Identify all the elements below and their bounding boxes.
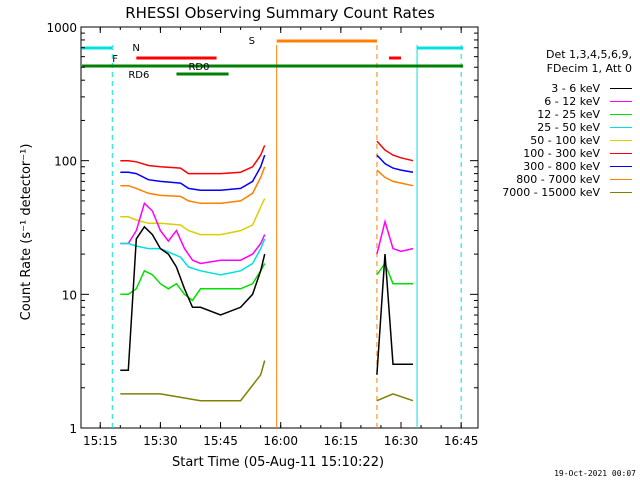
- series-line-50to100keV: [120, 198, 266, 236]
- night-flag-label: N: [132, 43, 139, 54]
- x-tick-label: 16:30: [384, 434, 419, 448]
- legend-swatch: [610, 114, 632, 115]
- y-tick-label: 10: [62, 288, 77, 302]
- series-line-12to25keV: [120, 263, 266, 302]
- legend-header-line-1: Det 1,3,4,5,6,9,: [545, 48, 632, 61]
- series-line-6to12keV: [120, 201, 266, 265]
- legend-label: 12 - 25 keV: [537, 108, 600, 121]
- y-tick-label: 1000: [46, 21, 77, 35]
- legend-label: 7000 - 15000 keV: [502, 186, 600, 199]
- rd0-flag-label: RD0: [188, 62, 209, 73]
- series-line-25to50keV: [120, 238, 266, 276]
- legend-header: Det 1,3,4,5,6,9, FDecim 1, Att 0: [500, 48, 632, 76]
- series-line-800to7000keV: [120, 166, 266, 205]
- legend-swatch: [610, 140, 632, 141]
- x-tick-label: 16:00: [263, 434, 298, 448]
- y-tick-label: 100: [54, 155, 77, 169]
- legend-swatch: [610, 166, 632, 167]
- legend-label: 25 - 50 keV: [537, 121, 600, 134]
- legend-label: 100 - 300 keV: [523, 147, 600, 160]
- footer-timestamp: 19-Oct-2021 00:07: [554, 469, 636, 478]
- legend-swatch: [610, 127, 632, 128]
- x-tick-label: 15:45: [203, 434, 238, 448]
- rd6-flag-label: RD6: [128, 70, 149, 81]
- plot-frame: [80, 26, 479, 429]
- legend-label: 300 - 800 keV: [523, 160, 600, 173]
- x-tick-label: 15:30: [143, 434, 178, 448]
- legend-swatch: [610, 88, 632, 89]
- series-line-3to6keV: [120, 225, 266, 372]
- legend-label: 3 - 6 keV: [551, 82, 600, 95]
- x-tick-label: 15:15: [83, 434, 118, 448]
- legend-swatch: [610, 101, 632, 102]
- series-line-7000to15000keV: [120, 360, 266, 402]
- series-line-6to12keV: [376, 218, 414, 255]
- legend-label: 6 - 12 keV: [544, 95, 600, 108]
- legend-swatch: [610, 192, 632, 193]
- series-line-300to800keV: [120, 154, 266, 192]
- series-line-12to25keV: [376, 261, 413, 285]
- legend-header-line-2: FDecim 1, Att 0: [546, 62, 632, 75]
- series-line-100to300keV: [120, 145, 266, 175]
- y-tick-label: 1: [69, 422, 77, 436]
- series-line-800to7000keV: [376, 169, 414, 187]
- saa-flag-label: S: [249, 36, 255, 47]
- x-axis-label: Start Time (05-Aug-11 15:10:22): [172, 455, 384, 470]
- x-tick-label: 16:45: [444, 434, 479, 448]
- series-line-3to6keV: [376, 254, 413, 375]
- legend-label: 50 - 100 keV: [530, 134, 600, 147]
- legend-label: 800 - 7000 keV: [516, 173, 600, 186]
- flare-flag-label: F: [112, 54, 118, 65]
- legend-swatch: [610, 179, 632, 180]
- chart-title: RHESSI Observing Summary Count Rates: [125, 4, 435, 22]
- x-tick-label: 16:15: [324, 434, 359, 448]
- series-line-100to300keV: [376, 140, 414, 162]
- y-axis-label: Count Rate (s⁻¹ detector⁻¹): [19, 144, 34, 321]
- legend-swatch: [610, 153, 632, 154]
- series-line-300to800keV: [376, 154, 414, 173]
- series-line-7000to15000keV: [376, 393, 414, 402]
